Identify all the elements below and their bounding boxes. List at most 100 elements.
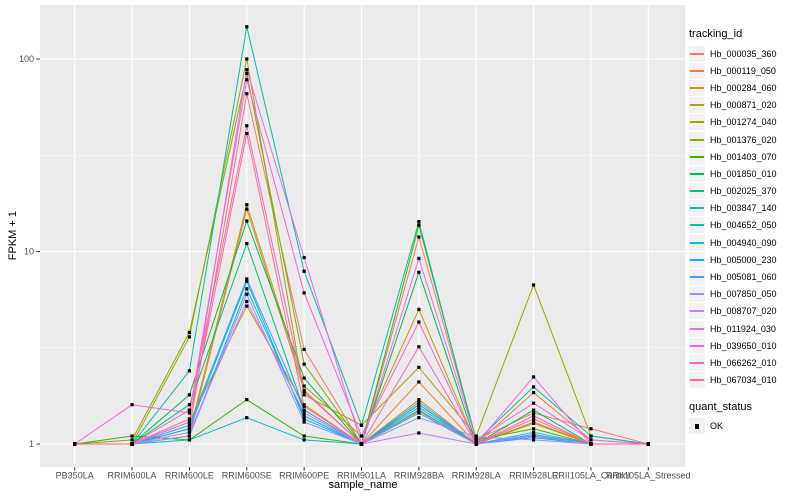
legend-item-Hb_001274_040: Hb_001274_040 — [689, 114, 799, 131]
data-point — [302, 269, 306, 273]
legend-item-Hb_011924_030: Hb_011924_030 — [689, 320, 799, 337]
data-point — [531, 438, 536, 442]
data-point — [417, 235, 421, 239]
data-point — [302, 434, 306, 438]
x-tick-label: RRIM901LA — [337, 471, 386, 481]
legend-item-label: Hb_005000_230 — [710, 254, 777, 265]
legend-line-icon — [690, 52, 704, 55]
x-tick-label: RRIM600SE — [222, 471, 272, 481]
data-point — [130, 438, 134, 442]
data-point — [531, 283, 536, 287]
legend-item-Hb_005081_060: Hb_005081_060 — [689, 268, 799, 286]
legend-line-icon — [690, 276, 704, 279]
legend-item-Hb_005000_230: Hb_005000_230 — [689, 251, 799, 268]
x-tick-label: RRIM600PE — [279, 471, 329, 481]
data-point — [417, 220, 421, 224]
quant-status-items: OK — [689, 418, 799, 435]
data-point — [417, 270, 421, 274]
legend-item-Hb_003847_140: Hb_003847_140 — [689, 200, 799, 217]
data-point — [245, 299, 249, 304]
data-point — [245, 219, 249, 223]
legend-item-Hb_004940_090: Hb_004940_090 — [689, 234, 799, 251]
data-point — [589, 427, 593, 431]
legend-line-icon — [690, 344, 704, 347]
data-point — [417, 409, 421, 413]
legend-key-swatch — [689, 62, 705, 79]
data-point — [531, 375, 536, 379]
data-point — [302, 411, 306, 415]
data-point — [302, 404, 306, 408]
legend-key-swatch — [689, 251, 705, 268]
data-point — [417, 256, 421, 261]
data-point — [417, 223, 421, 227]
legend-line-icon — [690, 224, 704, 227]
data-point — [245, 241, 249, 246]
data-point — [302, 417, 306, 421]
legend-item-Hb_007850_050: Hb_007850_050 — [689, 286, 799, 303]
data-point — [359, 423, 364, 427]
data-point — [245, 207, 249, 211]
data-point — [187, 330, 192, 334]
legend-line-icon — [690, 155, 704, 158]
quant-status-item: OK — [689, 418, 799, 435]
x-tick-label: RRIM928BA — [394, 471, 444, 481]
data-point — [417, 400, 421, 404]
data-point — [417, 345, 421, 349]
legend-key-swatch — [689, 320, 705, 337]
data-point — [531, 390, 536, 395]
data-point — [417, 307, 421, 312]
legend-item-Hb_000284_060: Hb_000284_060 — [689, 79, 799, 96]
legend-line-icon — [690, 104, 704, 107]
data-point — [187, 411, 192, 415]
legend-item-label: Hb_001850_010 — [710, 168, 777, 179]
legend-item-Hb_001403_070: Hb_001403_070 — [689, 148, 799, 165]
legend-key-swatch — [689, 45, 705, 62]
y-tick-label: 100 — [19, 54, 34, 64]
quant-status-legend: quant_status OK — [689, 401, 799, 435]
data-point — [130, 434, 134, 438]
quant-status-label: OK — [710, 421, 724, 432]
data-point — [531, 421, 536, 425]
data-point — [417, 403, 421, 407]
x-tick-label: RRIM928LE — [509, 471, 558, 481]
legend-key-swatch — [689, 337, 705, 354]
legend-key-swatch — [689, 148, 705, 165]
data-point — [245, 287, 249, 291]
legend-key-swatch — [689, 97, 705, 114]
data-point — [417, 365, 421, 369]
legend-key-swatch — [689, 372, 705, 389]
data-point — [245, 92, 249, 96]
legend-key-swatch — [689, 217, 705, 234]
legend-item-Hb_004652_050: Hb_004652_050 — [689, 217, 799, 234]
legend-item-label: Hb_001403_070 — [710, 151, 777, 162]
data-point — [589, 434, 593, 438]
legend-item-label: Hb_001274_040 — [710, 117, 777, 128]
data-point — [187, 430, 192, 434]
data-point — [187, 420, 192, 424]
legend-item-Hb_067034_010: Hb_067034_010 — [689, 372, 799, 389]
data-point — [531, 414, 536, 418]
legend-key-swatch — [689, 286, 705, 303]
data-point — [130, 403, 134, 407]
legend-line-icon — [690, 361, 704, 364]
legend-key-swatch — [689, 200, 705, 217]
data-point — [302, 393, 306, 397]
data-point — [531, 417, 536, 421]
legend-line-icon — [690, 190, 704, 193]
data-point — [359, 442, 364, 446]
data-point — [417, 411, 421, 415]
legend-key-swatch — [689, 79, 705, 96]
data-point — [531, 427, 536, 431]
data-point — [245, 304, 249, 308]
x-tick-label: RRIM600LE — [165, 471, 214, 481]
data-point — [245, 57, 249, 61]
legend-line-icon — [690, 138, 704, 141]
x-tick-label: RRIM600LA — [108, 471, 157, 481]
legend-item-Hb_002025_370: Hb_002025_370 — [689, 183, 799, 200]
legend-item-label: Hb_003847_140 — [710, 203, 777, 214]
data-point — [245, 68, 249, 72]
data-point — [245, 71, 249, 76]
data-point — [130, 442, 134, 446]
legend-item-Hb_001376_020: Hb_001376_020 — [689, 131, 799, 148]
